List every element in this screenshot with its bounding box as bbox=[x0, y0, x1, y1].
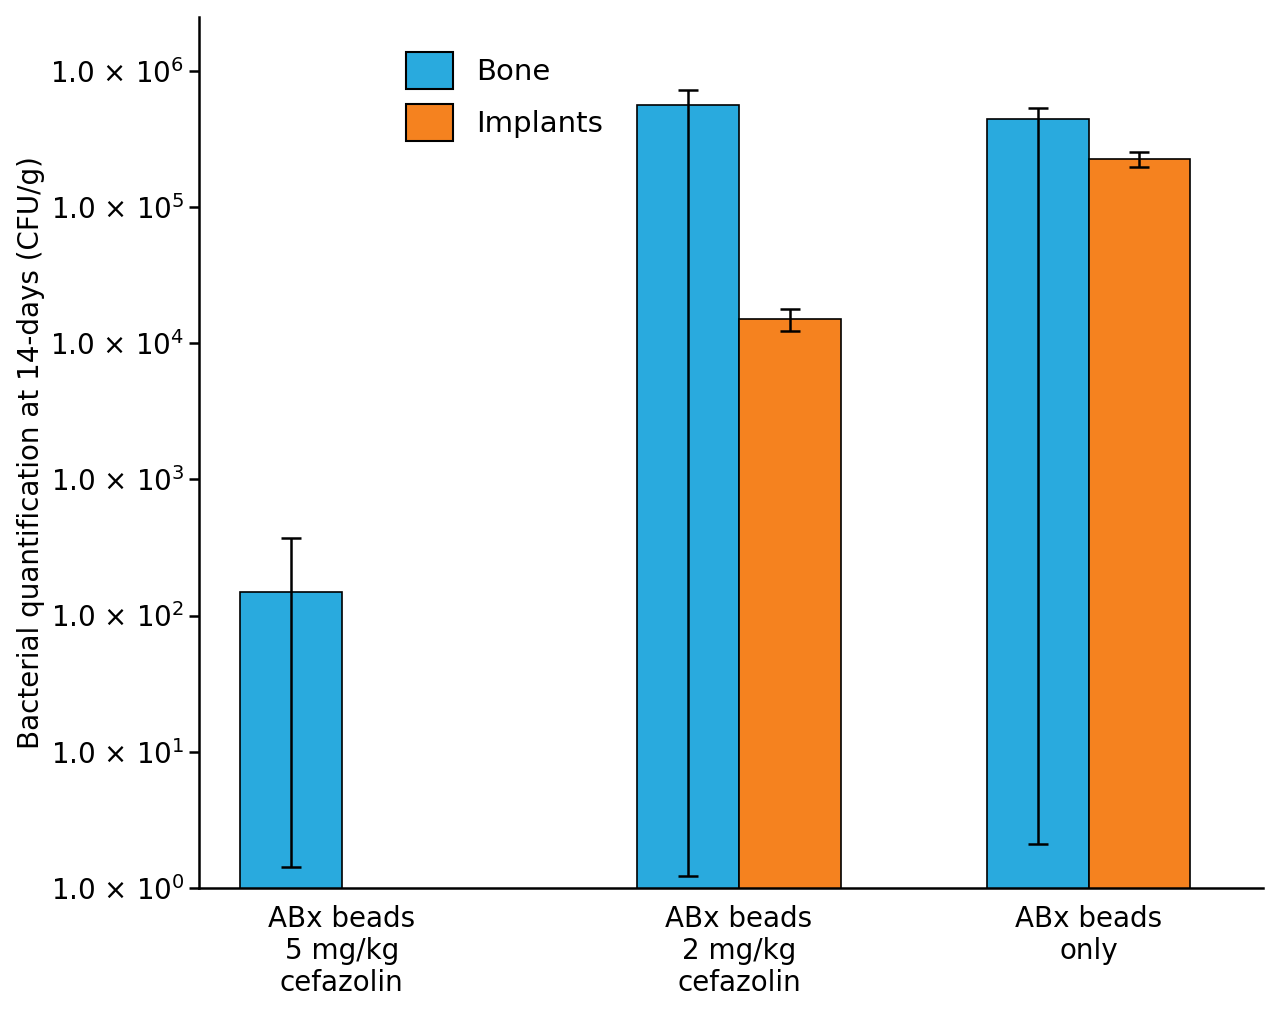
Bar bbox=[987, 120, 1088, 1014]
Bar bbox=[739, 319, 841, 1014]
Bar bbox=[241, 591, 342, 1014]
Bar bbox=[1088, 159, 1190, 1014]
Legend: Bone, Implants: Bone, Implants bbox=[394, 40, 614, 153]
Y-axis label: Bacterial quantification at 14-days (CFU/g): Bacterial quantification at 14-days (CFU… bbox=[17, 156, 45, 748]
Bar bbox=[637, 105, 739, 1014]
